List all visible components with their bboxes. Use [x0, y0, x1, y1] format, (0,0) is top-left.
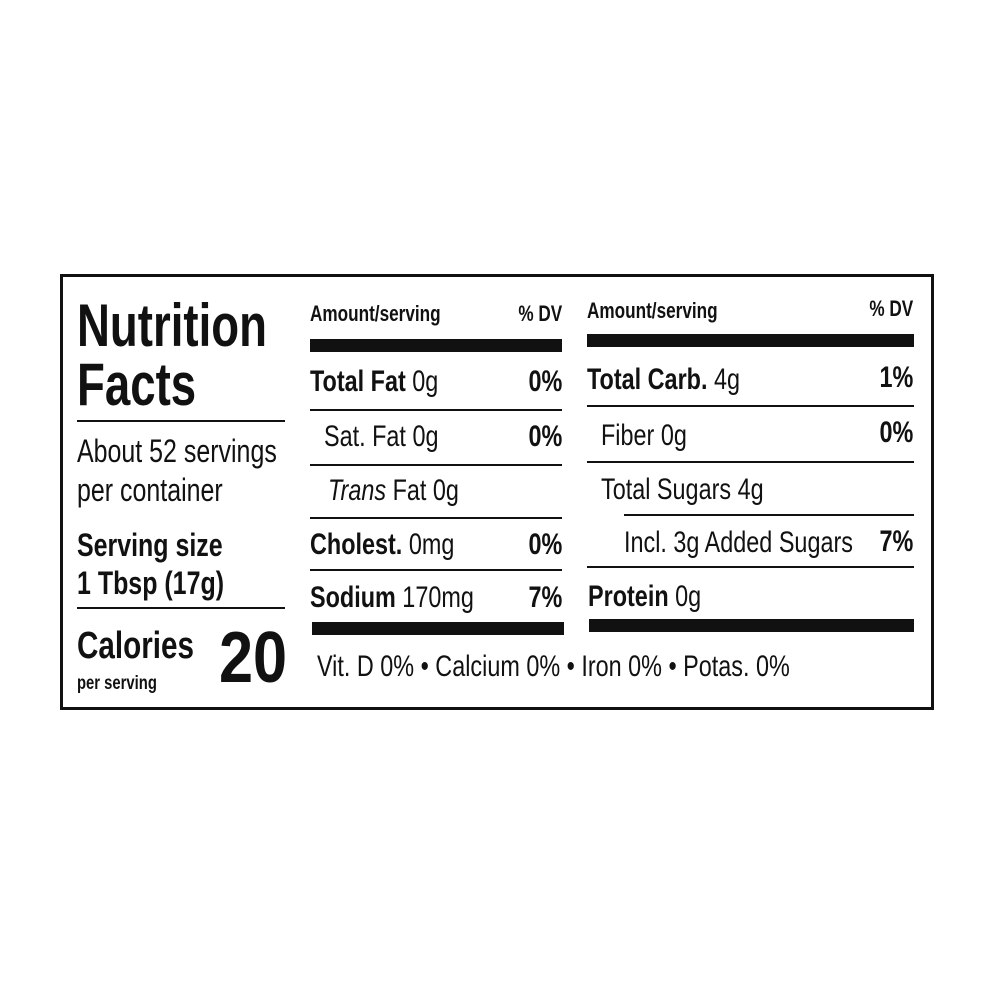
row-sat-fat: Sat. Fat 0g [324, 420, 439, 453]
row-added-sugars: Incl. 3g Added Sugars [624, 526, 853, 559]
serving-size-label: Serving size [77, 527, 223, 563]
dv-fiber: 0% [879, 416, 913, 449]
calories-value: 20 [219, 618, 288, 698]
divider [310, 409, 562, 411]
dv-header-left: % DV [518, 301, 562, 326]
thick-divider [310, 339, 562, 352]
nutrition-facts-label [60, 274, 934, 710]
title-nutrition: Nutrition [77, 292, 267, 359]
dv-cholesterol: 0% [528, 528, 562, 561]
divider [310, 517, 562, 519]
row-protein: Protein 0g [588, 580, 702, 613]
divider [587, 461, 914, 463]
divider [624, 514, 914, 516]
divider [77, 420, 285, 422]
thick-divider [312, 622, 564, 635]
row-total-sugars: Total Sugars 4g [601, 473, 764, 506]
amount-header-left: Amount/serving [310, 301, 441, 326]
dv-total-carb: 1% [879, 361, 913, 394]
row-trans-fat: Trans Fat 0g [328, 474, 459, 507]
vitamins-minerals: Vit. D 0% • Calcium 0% • Iron 0% • Potas… [317, 650, 790, 683]
divider [587, 405, 914, 407]
amount-header-right: Amount/serving [587, 298, 718, 323]
thick-divider [587, 334, 914, 347]
dv-total-fat: 0% [528, 365, 562, 398]
thick-divider [589, 619, 914, 632]
dv-header-right: % DV [869, 296, 913, 321]
title-facts: Facts [77, 351, 197, 418]
serving-size-value: 1 Tbsp (17g) [77, 565, 225, 601]
row-sodium: Sodium 170mg [310, 581, 474, 614]
divider [310, 569, 562, 571]
divider [587, 566, 914, 568]
dv-added-sugars: 7% [879, 525, 913, 558]
row-cholesterol: Cholest. 0mg [310, 528, 455, 561]
divider [77, 607, 285, 609]
servings-per-container: About 52 servings [77, 433, 277, 469]
row-total-fat: Total Fat 0g [310, 365, 439, 398]
row-total-carb: Total Carb. 4g [587, 363, 741, 396]
row-fiber: Fiber 0g [601, 419, 687, 452]
divider [310, 464, 562, 466]
calories-label: Calories [77, 625, 194, 667]
dv-sat-fat: 0% [528, 420, 562, 453]
dv-sodium: 7% [528, 581, 562, 614]
servings-per-container-2: per container [77, 472, 223, 508]
calories-per-serving: per serving [77, 673, 157, 694]
